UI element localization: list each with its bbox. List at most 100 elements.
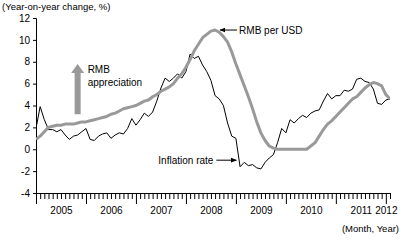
x-axis: 2005 2006 2007 2008 2009 2010 20112012	[37, 193, 398, 216]
x-tick	[57, 193, 58, 199]
x-tick	[240, 193, 241, 199]
x-tick	[282, 193, 283, 199]
x-tick-mark	[298, 193, 299, 199]
x-tick	[153, 193, 154, 199]
y-tick-label: 12	[19, 13, 31, 24]
x-tick	[203, 193, 204, 199]
x-tick	[123, 193, 124, 199]
x-tick	[244, 193, 245, 199]
x-tick	[298, 193, 299, 199]
x-tick	[173, 193, 174, 199]
x-tick	[219, 193, 220, 199]
x-tick-mark	[332, 193, 333, 199]
x-tick-mark	[203, 193, 204, 199]
x-tick	[253, 193, 254, 199]
x-tick-label: 2005	[50, 205, 73, 216]
x-tick	[294, 193, 295, 199]
x-tick	[53, 193, 54, 199]
x-tick-mark	[236, 193, 237, 204]
x-tick-mark	[148, 193, 149, 199]
y-tick-mark	[33, 171, 36, 172]
x-tick-mark	[153, 193, 154, 199]
x-tick: 2006	[100, 193, 123, 216]
y-tick-label: 4	[24, 100, 30, 111]
x-tick-mark	[190, 193, 191, 199]
annotations: RMB per USDInflation rateRMBappreciation	[71, 25, 302, 166]
x-tick-mark	[182, 193, 183, 199]
y-tick: 10	[19, 35, 36, 46]
x-tick-mark	[390, 193, 391, 199]
x-tick-mark	[123, 193, 124, 199]
pointer-arrow	[216, 160, 236, 161]
x-tick-mark	[323, 193, 324, 199]
series-line	[36, 30, 390, 149]
x-tick	[273, 193, 274, 199]
x-tick	[65, 193, 66, 199]
y-tick-mark	[33, 62, 36, 63]
x-tick-mark	[44, 193, 45, 199]
x-tick	[194, 193, 195, 199]
x-tick	[44, 193, 45, 199]
x-tick-mark	[40, 193, 41, 199]
x-tick-mark	[240, 193, 241, 199]
x-tick-label: 2007	[150, 205, 173, 216]
x-tick-label: 2008	[200, 205, 223, 216]
x-tick-mark	[232, 193, 233, 199]
x-tick-mark	[48, 193, 49, 199]
y-axis-title: (Year-on-year change, %)	[2, 1, 110, 12]
x-tick	[223, 193, 224, 199]
x-tick-mark	[357, 193, 358, 199]
x-tick	[382, 193, 383, 199]
x-tick	[128, 193, 129, 199]
y-tick-mark	[33, 193, 36, 194]
x-tick	[73, 193, 74, 199]
x-tick	[94, 193, 95, 199]
x-tick-mark	[278, 193, 279, 199]
x-tick: 2009	[250, 193, 273, 216]
x-tick	[190, 193, 191, 199]
x-tick-mark	[144, 193, 145, 199]
x-tick-mark	[178, 193, 179, 199]
x-tick-label: 2010	[300, 205, 323, 216]
x-tick	[336, 193, 337, 204]
y-tick-label: 8	[24, 56, 30, 67]
x-tick-mark	[90, 193, 91, 199]
x-tick-mark	[261, 193, 262, 199]
x-tick-mark	[57, 193, 58, 199]
x-tick-mark	[36, 193, 37, 204]
x-tick	[169, 193, 170, 199]
y-tick-mark	[33, 40, 36, 41]
y-tick-mark	[33, 149, 36, 150]
x-tick-mark	[103, 193, 104, 199]
x-tick-label: 2011	[351, 205, 373, 216]
x-tick-mark	[69, 193, 70, 199]
x-tick-mark	[82, 193, 83, 199]
x-tick-mark	[140, 193, 141, 199]
x-tick: 2008	[200, 193, 223, 216]
x-tick	[357, 193, 358, 199]
x-tick-mark	[194, 193, 195, 199]
x-tick	[136, 193, 137, 204]
x-tick: 2012	[375, 193, 398, 216]
series-label: Inflation rate	[158, 155, 213, 166]
y-tick: 12	[19, 13, 36, 24]
y-tick-label: -4	[21, 188, 30, 199]
annotation-text: RMB	[88, 64, 111, 75]
x-tick-mark	[223, 193, 224, 199]
x-tick-mark	[211, 193, 212, 199]
x-tick	[140, 193, 141, 199]
x-tick-mark	[128, 193, 129, 199]
x-axis-title: (Month, Year)	[342, 223, 399, 234]
appreciation-arrow	[71, 64, 84, 114]
x-tick: 2007	[150, 193, 173, 216]
x-tick	[36, 193, 37, 204]
x-tick	[107, 193, 108, 199]
x-tick	[303, 193, 304, 199]
x-tick-mark	[290, 193, 291, 199]
x-tick-mark	[353, 193, 354, 199]
y-tick-mark	[33, 127, 36, 128]
y-tick-label: 10	[19, 35, 31, 46]
x-tick-mark	[73, 193, 74, 199]
x-tick	[315, 193, 316, 199]
series-label: RMB per USD	[239, 25, 302, 36]
